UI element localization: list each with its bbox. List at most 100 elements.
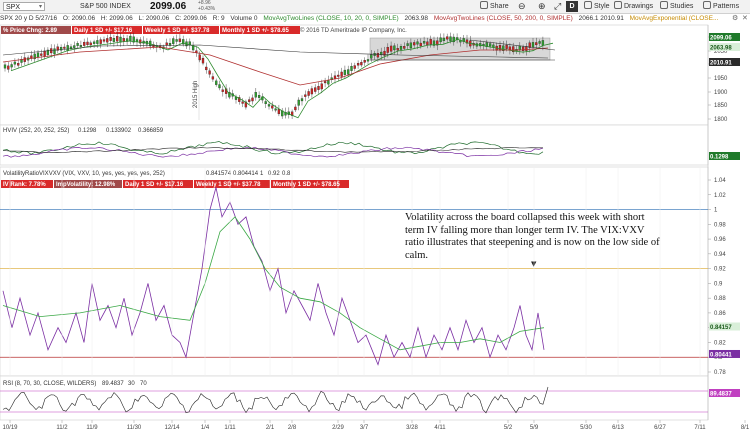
candle-body: [106, 38, 109, 43]
vix-tag-4-bg: [271, 180, 349, 188]
x-tick-11: 3/28: [406, 425, 418, 431]
candle-body: [99, 39, 102, 44]
price-pane: 2015 High % Price Chng: 2.89 Daily 1 SD +…: [1, 26, 740, 123]
vix-y-12: 0.8: [714, 355, 723, 361]
candle-body: [327, 80, 330, 85]
rsi-badge: 89.4837: [709, 389, 740, 398]
candle-body: [79, 45, 83, 47]
candle-body: [399, 46, 403, 50]
candle-body: [307, 91, 310, 96]
candle-body: [46, 49, 50, 55]
vix-badge-avg-text: 0.84157: [710, 325, 732, 331]
price-tag-1: Daily 1 SD +/- $17.16: [72, 26, 142, 34]
pan-button[interactable]: ⤢: [554, 1, 562, 11]
candle-body: [125, 38, 129, 42]
rsi-badge-tag-bg: [709, 389, 740, 397]
chart-info-bar: SPX 20 y D 5/27/16 O: 2090.06 H: 2099.06…: [0, 14, 750, 24]
candle-body: [73, 45, 76, 48]
candle-body: [340, 71, 343, 77]
price-y-5: 1850: [714, 103, 728, 109]
candle-body: [488, 43, 492, 47]
zoom-in-button[interactable]: ⊕: [538, 1, 546, 11]
hv-v1: 0.1298: [78, 128, 97, 134]
candle-body: [178, 38, 182, 42]
ma-long-line: [2, 46, 549, 86]
vix-v4: 0.92: [268, 171, 280, 177]
period-button[interactable]: D: [566, 1, 578, 12]
hv-pane: HVIV (252, 20, 252, 252) 0.1298 0.133902…: [2, 128, 740, 161]
symbol-value: SPX: [6, 4, 21, 11]
candle-body: [139, 39, 142, 44]
chevron-down-icon[interactable]: ▾: [38, 4, 42, 10]
vix-tag-3-text: Weekly 1 SD +/- $37.78: [196, 182, 261, 188]
ma-exp-label[interactable]: MovAvgExponential (CLOSE...: [629, 15, 719, 22]
candle-body: [323, 81, 327, 84]
index-name: S&P 500 INDEX: [80, 3, 131, 10]
share-button[interactable]: Share: [480, 1, 509, 12]
ma-short-value: 2063.98: [404, 15, 429, 22]
price-tag-1-bg: [72, 26, 142, 34]
candle-body: [370, 54, 373, 59]
close-icon[interactable]: ✕: [742, 15, 748, 22]
candle-body: [198, 54, 201, 61]
candle-body: [10, 64, 13, 68]
hv-v2: 0.133902: [106, 128, 132, 134]
studies-button[interactable]: Studies: [660, 1, 693, 12]
candle-body: [350, 66, 353, 71]
candle-body: [396, 48, 399, 51]
range-value: R: 9: [212, 15, 225, 22]
x-tick-12: 4/11: [434, 425, 446, 431]
price-y-6: 1800: [714, 117, 728, 123]
candle-body: [521, 46, 525, 52]
vix-tag-0-bg: [1, 180, 53, 188]
gear-icon[interactable]: ⚙: [732, 15, 739, 22]
candle-body: [508, 46, 512, 50]
symbol-input[interactable]: SPX ▾: [3, 2, 45, 11]
candle-body: [343, 69, 347, 75]
vix-v1: 0.841574: [206, 171, 232, 177]
price-badge-1-bg: [709, 43, 740, 51]
hv-badge-tag-text: 0.1298: [710, 155, 729, 161]
candle-body: [92, 41, 96, 44]
candle-body: [314, 87, 317, 92]
candle-body: [419, 42, 422, 47]
candle-body: [89, 42, 92, 46]
vix-badge-ratio: 0.80441: [709, 349, 740, 358]
price-change: +8.96 +0.43%: [198, 0, 215, 12]
vix-y-axis: 1.041.0210.980.960.940.920.90.880.860.84…: [708, 178, 726, 376]
studies-label: Studies: [670, 3, 694, 10]
vix-label: VolatilityRatioVIXVXV (VIX, VXV, 10, yes…: [3, 171, 165, 177]
style-button[interactable]: Style: [584, 1, 610, 12]
candle-body: [208, 70, 211, 75]
rsi-v2: 30: [128, 381, 135, 387]
candle-body: [119, 36, 122, 43]
candle-body: [403, 46, 406, 49]
candle-body: [251, 97, 254, 102]
vix-tag-0: IV Rank: 7.78%: [1, 180, 53, 188]
ma-short-label[interactable]: MovAvgTwoLines (CLOSE, 10, 20, 0, SIMPLE…: [263, 15, 399, 22]
ma-short-line: [10, 38, 554, 119]
hv-badge-tag: 0.1298: [709, 152, 740, 161]
candle-body: [518, 45, 521, 51]
drawings-button[interactable]: Drawings: [614, 1, 653, 12]
x-tick-5: 1/4: [201, 425, 210, 431]
hv-v3: 0.366859: [138, 128, 164, 134]
style-icon: [584, 1, 592, 9]
vix-y-2: 1: [714, 208, 718, 214]
candle-body: [59, 47, 63, 51]
candle-body: [512, 46, 515, 53]
rsi-v1: 89.4837: [102, 381, 124, 387]
vix-badge-ratio-bg: [709, 349, 740, 358]
candle-body: [195, 50, 198, 53]
candle-body: [422, 41, 426, 44]
candle-body: [297, 99, 300, 106]
ma-long-label[interactable]: MovAvgTwoLines (CLOSE, 50, 200, 0, SIMPL…: [433, 15, 573, 22]
x-tick-8: 2/8: [288, 425, 297, 431]
candle-body: [406, 43, 409, 46]
candle-body: [86, 41, 89, 46]
candle-body: [416, 41, 419, 45]
patterns-button[interactable]: Patterns: [703, 1, 739, 12]
candle-body: [432, 40, 436, 46]
zoom-out-button[interactable]: ⊖: [518, 1, 526, 11]
